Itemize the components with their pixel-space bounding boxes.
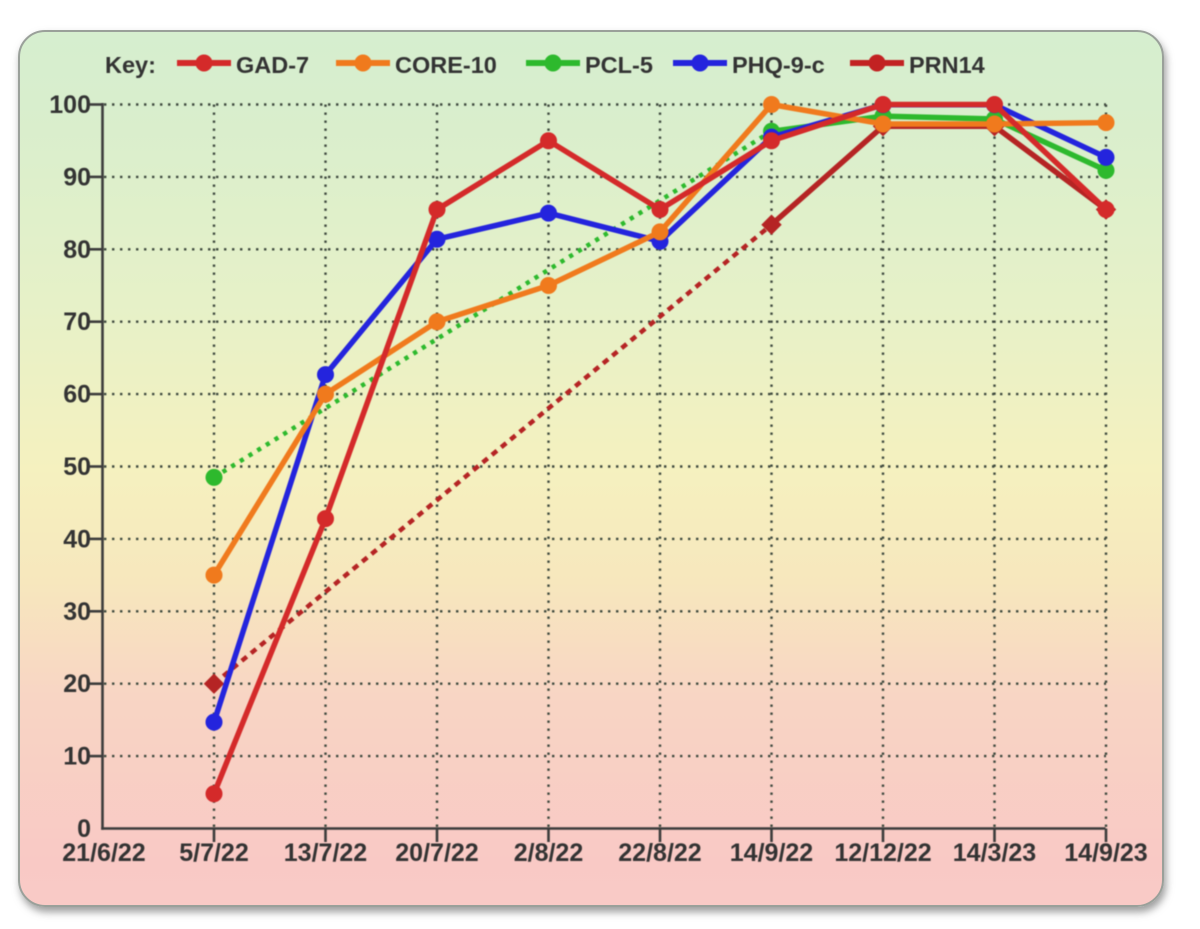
svg-text:2/8/22: 2/8/22 [514, 839, 584, 867]
svg-text:Key:: Key: [105, 52, 156, 78]
svg-text:90: 90 [63, 163, 91, 191]
svg-text:CORE-10: CORE-10 [395, 52, 497, 78]
svg-text:0: 0 [77, 815, 91, 843]
svg-text:14/3/23: 14/3/23 [953, 839, 1036, 867]
svg-text:22/8/22: 22/8/22 [618, 839, 701, 867]
svg-text:5/7/22: 5/7/22 [179, 839, 249, 867]
svg-text:PHQ-9-c: PHQ-9-c [732, 52, 825, 78]
svg-text:14/9/23: 14/9/23 [1064, 839, 1147, 867]
svg-text:40: 40 [63, 525, 91, 553]
svg-text:50: 50 [63, 453, 91, 481]
svg-text:20: 20 [63, 670, 91, 698]
svg-text:60: 60 [63, 381, 91, 409]
svg-text:PCL-5: PCL-5 [585, 52, 653, 78]
svg-text:14/9/22: 14/9/22 [730, 839, 813, 867]
svg-text:21/6/22: 21/6/22 [62, 839, 145, 867]
svg-text:80: 80 [63, 236, 91, 264]
svg-text:12/12/22: 12/12/22 [834, 839, 931, 867]
svg-text:20/7/22: 20/7/22 [395, 839, 478, 867]
svg-text:10: 10 [63, 743, 91, 771]
svg-text:GAD-7: GAD-7 [236, 52, 309, 78]
svg-text:PRN14: PRN14 [909, 52, 985, 78]
svg-text:13/7/22: 13/7/22 [284, 839, 367, 867]
svg-text:30: 30 [63, 598, 91, 626]
svg-text:70: 70 [63, 308, 91, 336]
svg-text:100: 100 [49, 91, 91, 119]
